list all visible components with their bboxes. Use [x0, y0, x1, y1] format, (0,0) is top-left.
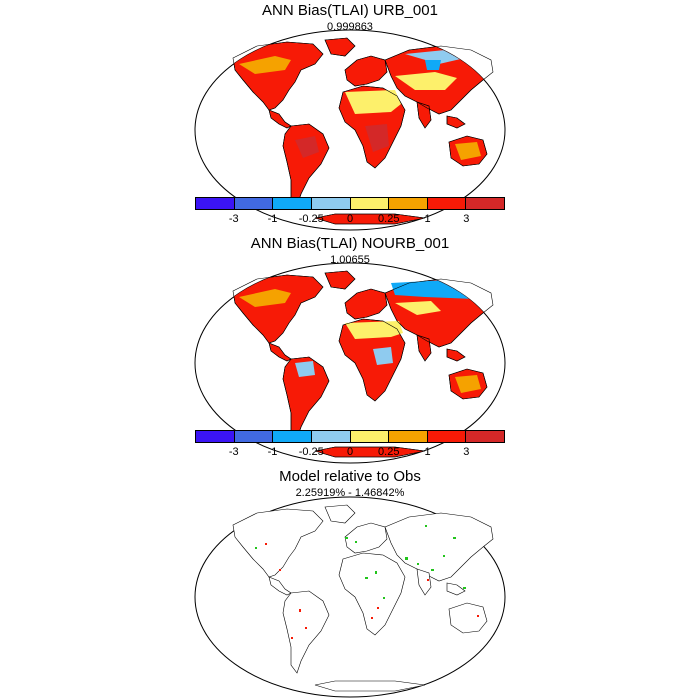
- map1: [194, 29, 506, 231]
- colorbar-swatch: [234, 431, 274, 442]
- map3: [194, 496, 506, 698]
- colorbar-swatch: [389, 431, 428, 442]
- colorbar-tick-label: -0.25: [298, 446, 324, 458]
- colorbar-swatch: [311, 431, 351, 442]
- colorbar-tick-label: 0: [346, 446, 354, 458]
- colorbar-tick-label: -3: [228, 446, 239, 458]
- colorbar-swatch: [466, 198, 504, 209]
- colorbar-1: [195, 197, 505, 210]
- map2: [194, 262, 506, 464]
- colorbar-swatch: [273, 431, 312, 442]
- colorbar-tick-label: 0: [346, 213, 354, 225]
- panel3-title: Model relative to Obs: [279, 468, 421, 485]
- colorbar-tick-label: 0.25: [378, 213, 400, 225]
- colorbar-tick-label: -0.25: [298, 213, 324, 225]
- colorbar-swatch: [196, 431, 235, 442]
- colorbar-swatch: [350, 198, 390, 209]
- colorbar-tick-label: -1: [267, 446, 278, 458]
- colorbar-tick-label: 0.25: [378, 446, 400, 458]
- panel2-title: ANN Bias(TLAI) NOURB_001: [250, 235, 450, 252]
- colorbar-swatch: [427, 431, 467, 442]
- colorbar-swatch: [466, 431, 504, 442]
- colorbar-tick-label: 1: [424, 446, 431, 458]
- colorbar-swatch: [427, 198, 467, 209]
- panel3-subtitle: 2.25919% - 1.46842%: [295, 487, 405, 499]
- panel1-title: ANN Bias(TLAI) URB_001: [262, 2, 438, 19]
- colorbar-swatch: [273, 198, 312, 209]
- colorbar-tick-label: 1: [424, 213, 431, 225]
- colorbar-swatch: [196, 198, 235, 209]
- colorbar-tick-label: 3: [463, 213, 470, 225]
- colorbar-swatch: [389, 198, 428, 209]
- colorbar-swatch: [311, 198, 351, 209]
- colorbar-tick-label: -3: [228, 213, 239, 225]
- colorbar-swatch: [234, 198, 274, 209]
- colorbar-tick-label: -1: [267, 213, 278, 225]
- colorbar-2: [195, 430, 505, 443]
- colorbar-tick-label: 3: [463, 446, 470, 458]
- colorbar-swatch: [350, 431, 390, 442]
